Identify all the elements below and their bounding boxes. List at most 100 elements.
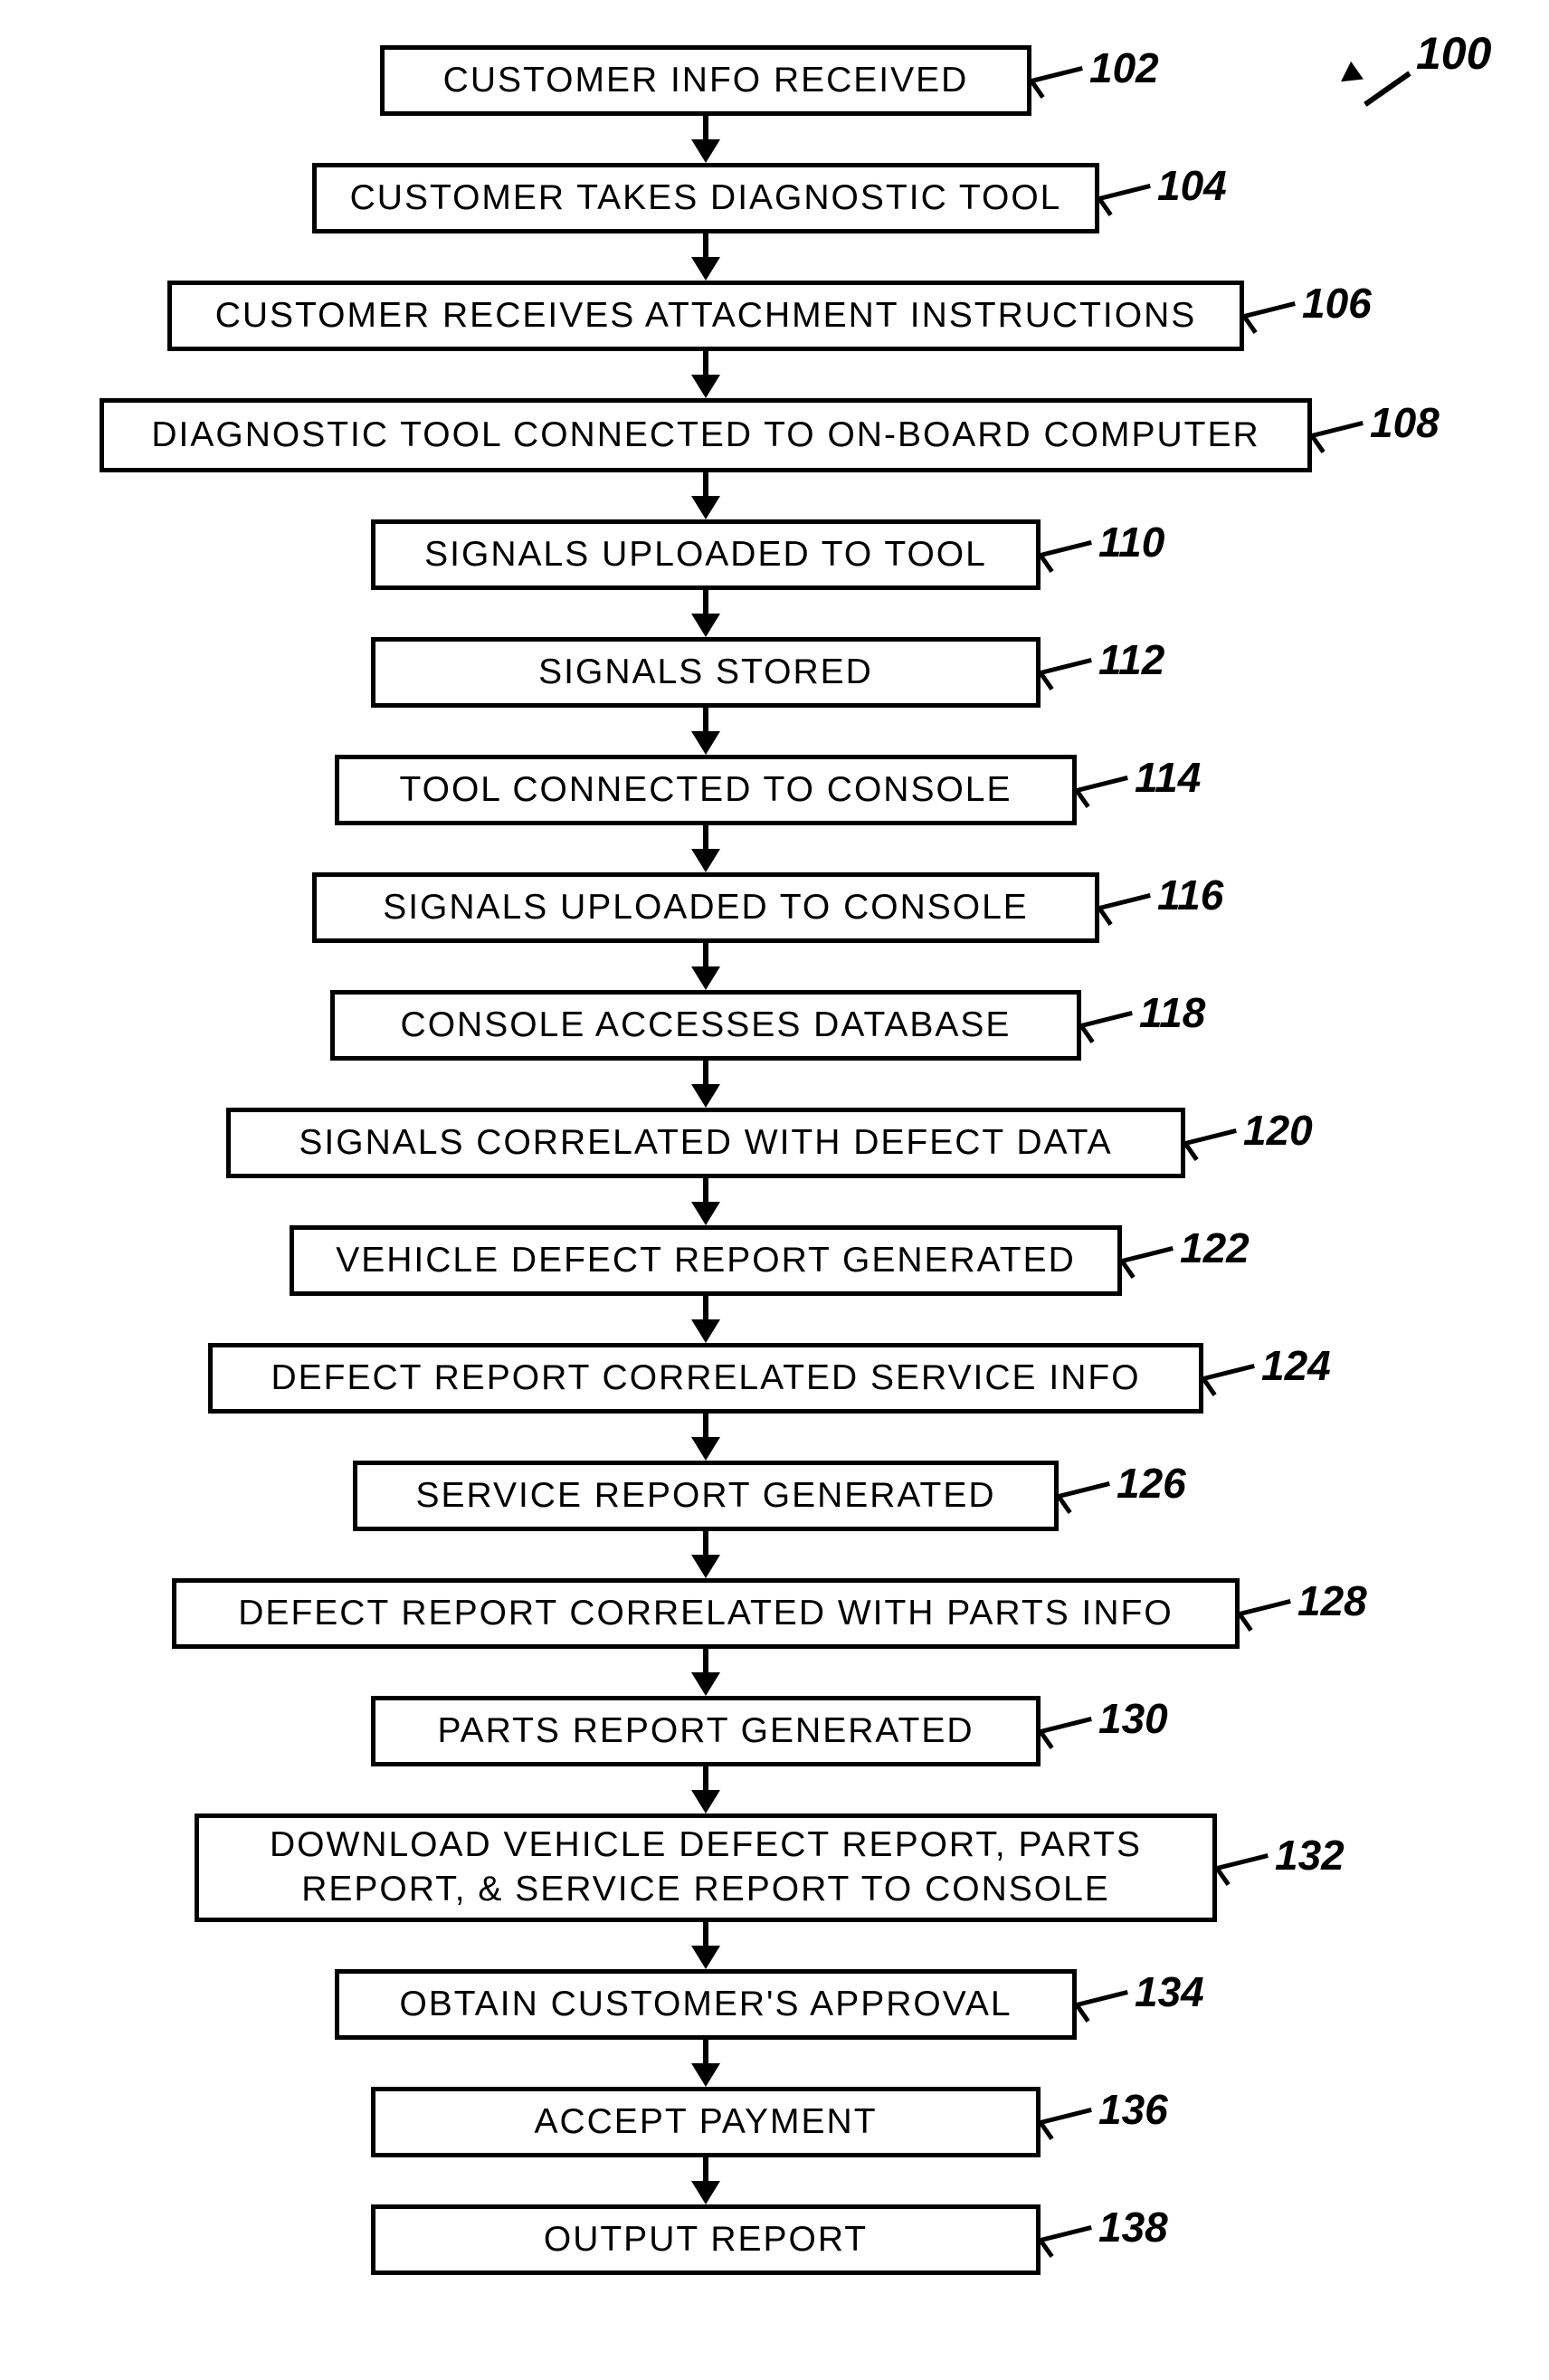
ref-label: 114 [1135, 753, 1201, 802]
ref-leader-tick [1075, 2004, 1090, 2023]
ref-leader-tick [1039, 2239, 1054, 2258]
flow-arrow-line [703, 351, 708, 376]
flow-arrow-head [691, 731, 720, 755]
ref-leader [1098, 893, 1150, 910]
ref-leader-tick [1120, 1260, 1136, 1279]
ref-label: 124 [1261, 1341, 1331, 1390]
flow-arrow-head [691, 2181, 720, 2204]
flowchart-canvas: 100 CUSTOMER INFO RECEIVED 102 CUSTOMER TA… [0, 0, 1549, 2380]
ref-leader-tick [1039, 554, 1054, 573]
ref-label: 126 [1117, 1459, 1186, 1508]
flow-node: DEFECT REPORT CORRELATED WITH PARTS INFO [172, 1578, 1240, 1649]
flow-arrow-head [691, 614, 720, 637]
ref-leader [1058, 1481, 1109, 1499]
ref-leader [1040, 540, 1091, 557]
ref-leader-tick [1202, 1377, 1217, 1396]
ref-leader [1076, 776, 1127, 793]
ref-label: 136 [1098, 2085, 1168, 2134]
ref-leader [1076, 1990, 1127, 2007]
ref-label: 122 [1180, 1223, 1250, 1272]
flow-arrow-line [703, 1061, 708, 1086]
flow-arrow-head [691, 1672, 720, 1696]
flow-arrow-head [691, 966, 720, 990]
figure-ref-label: 100 [1416, 27, 1491, 80]
ref-label: 132 [1275, 1831, 1345, 1880]
flow-node: CONSOLE ACCESSES DATABASE [330, 990, 1081, 1061]
flow-node: PARTS REPORT GENERATED [371, 1696, 1041, 1766]
ref-leader-tick [1098, 197, 1113, 216]
flow-arrow-line [703, 472, 708, 498]
flow-node: VEHICLE DEFECT REPORT GENERATED [290, 1225, 1122, 1296]
ref-leader-tick [1238, 1613, 1253, 1632]
ref-leader-tick [1098, 907, 1113, 926]
ref-leader-tick [1057, 1495, 1072, 1514]
ref-leader [1031, 66, 1082, 83]
flow-arrow-head [691, 849, 720, 872]
flow-arrow-head [691, 1084, 720, 1108]
flow-node: OUTPUT REPORT [371, 2204, 1041, 2275]
flow-arrow-line [703, 1178, 708, 1204]
ref-label: 134 [1135, 1967, 1204, 2016]
ref-leader [1080, 1011, 1132, 1028]
ref-leader [1040, 2108, 1091, 2125]
flow-node: DOWNLOAD VEHICLE DEFECT REPORT, PARTS RE… [195, 1814, 1217, 1922]
ref-label: 108 [1370, 398, 1440, 447]
ref-leader [1040, 658, 1091, 675]
flow-node: CUSTOMER INFO RECEIVED [380, 45, 1031, 116]
flow-arrow-line [703, 708, 708, 733]
flow-node: DIAGNOSTIC TOOL CONNECTED TO ON-BOARD CO… [100, 398, 1312, 472]
flow-arrow-head [691, 2063, 720, 2087]
ref-leader [1243, 301, 1295, 319]
ref-leader [1040, 2225, 1091, 2242]
ref-label: 112 [1098, 635, 1164, 684]
ref-leader-tick [1039, 671, 1054, 690]
flow-node: SIGNALS CORRELATED WITH DEFECT DATA [226, 1108, 1185, 1178]
ref-leader-tick [1215, 1867, 1231, 1886]
flow-arrow-head [691, 1946, 720, 1969]
flow-node: SERVICE REPORT GENERATED [353, 1461, 1059, 1531]
flow-node: TOOL CONNECTED TO CONSOLE [335, 755, 1077, 825]
ref-label: 130 [1098, 1694, 1168, 1743]
ref-leader [1239, 1599, 1290, 1616]
ref-label: 118 [1139, 988, 1205, 1037]
flow-arrow-line [703, 233, 708, 259]
flow-node: SIGNALS UPLOADED TO TOOL [371, 519, 1041, 590]
flow-arrow-line [703, 1766, 708, 1792]
ref-label: 104 [1157, 161, 1227, 210]
ref-leader-tick [1075, 789, 1090, 808]
flow-node: ACCEPT PAYMENT [371, 2087, 1041, 2157]
flow-arrow-head [691, 139, 720, 163]
ref-leader [1311, 421, 1363, 438]
flow-arrow-line [703, 1414, 708, 1439]
flow-arrow-head [691, 1555, 720, 1578]
ref-leader-tick [1039, 2121, 1054, 2140]
ref-leader [1121, 1246, 1173, 1263]
flow-node: DEFECT REPORT CORRELATED SERVICE INFO [208, 1343, 1203, 1414]
ref-label: 128 [1297, 1576, 1367, 1625]
flow-arrow-head [691, 1790, 720, 1814]
ref-label: 120 [1243, 1106, 1313, 1155]
flow-node: CUSTOMER RECEIVES ATTACHMENT INSTRUCTION… [167, 281, 1244, 351]
ref-leader-tick [1030, 80, 1045, 99]
ref-leader-tick [1310, 434, 1326, 453]
flow-arrow-head [691, 257, 720, 281]
flow-arrow-line [703, 1296, 708, 1321]
ref-leader-tick [1079, 1024, 1095, 1043]
ref-label: 138 [1098, 2203, 1168, 2251]
flow-arrow-head [691, 375, 720, 398]
ref-label: 110 [1098, 518, 1164, 566]
flow-arrow-line [703, 825, 708, 851]
flow-arrow-line [703, 2157, 708, 2183]
flow-arrow-head [691, 496, 720, 519]
figure-ref-arrowhead [1335, 62, 1364, 90]
flow-arrow-line [703, 2040, 708, 2065]
flow-arrow-line [703, 1922, 708, 1947]
ref-leader-tick [1242, 315, 1258, 334]
flow-arrow-head [691, 1202, 720, 1225]
flow-node: CUSTOMER TAKES DIAGNOSTIC TOOL [312, 163, 1099, 233]
ref-leader [1202, 1364, 1254, 1381]
ref-leader-tick [1039, 1730, 1054, 1749]
ref-leader [1216, 1853, 1268, 1871]
ref-label: 102 [1089, 43, 1159, 92]
flow-arrow-head [691, 1437, 720, 1461]
